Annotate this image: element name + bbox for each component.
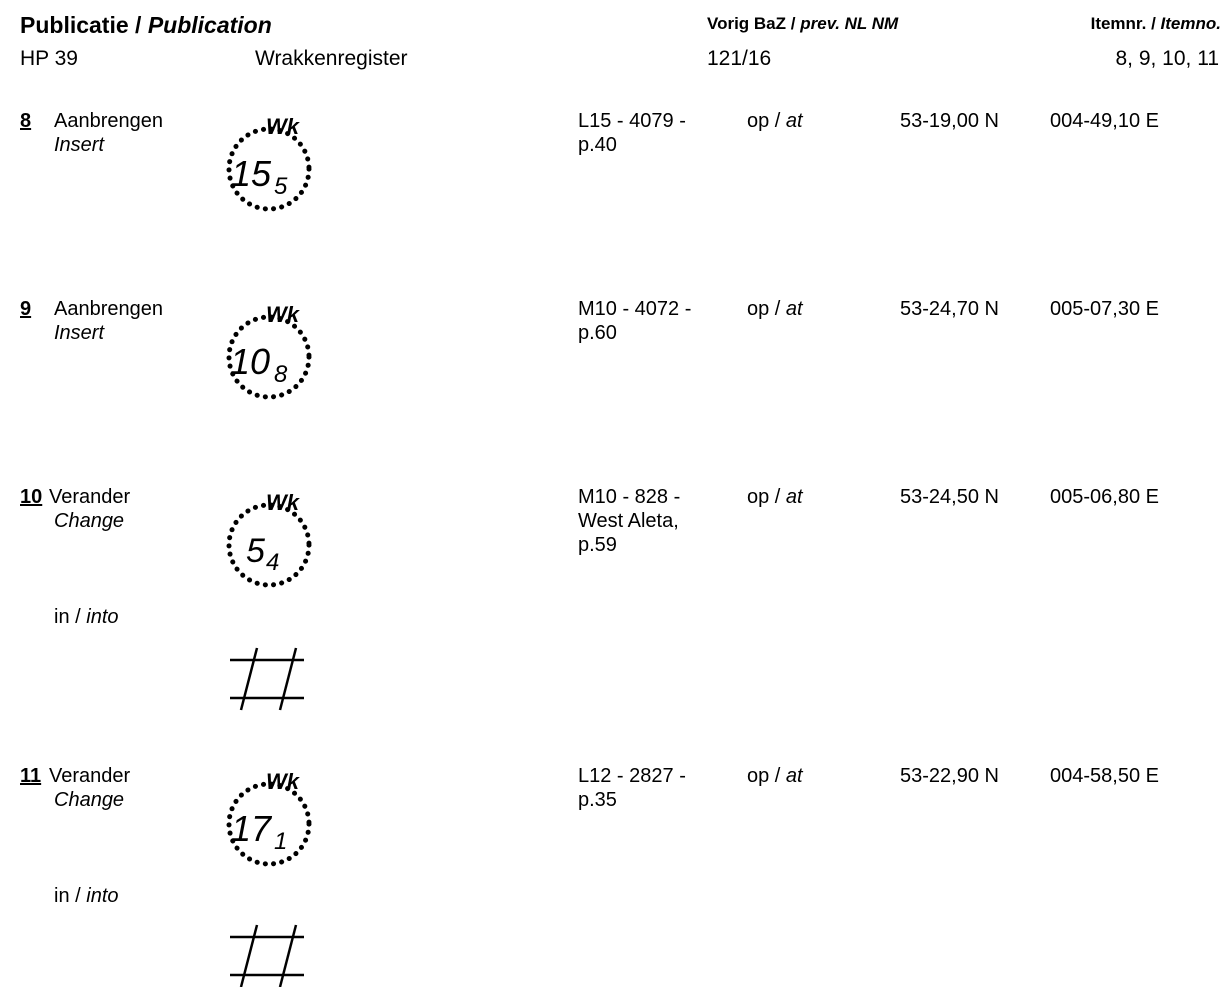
item-action: Verander xyxy=(49,486,131,508)
chart-ref-line1: M10 - 4072 - xyxy=(578,298,692,320)
depth-main: 17 xyxy=(231,808,273,849)
latitude: 53-24,50 N xyxy=(900,486,999,508)
item-number: 9 xyxy=(20,298,32,320)
item-number: 11 xyxy=(20,765,42,787)
into-label: in / into xyxy=(54,884,119,908)
wreck-depth-symbol-icon: Wk 10 8 xyxy=(226,296,326,406)
at-label: op / at xyxy=(747,764,803,788)
depth-main: 5 xyxy=(246,532,265,570)
longitude: 004-49,10 E xyxy=(1050,110,1159,132)
depth-sub: 1 xyxy=(274,828,287,855)
header-prev-label: Vorig BaZ / prev. NL NM xyxy=(707,14,898,34)
longitude: 005-06,80 E xyxy=(1050,486,1159,508)
itemnr-value: 8, 9, 10, 11 xyxy=(1115,47,1219,70)
publication-name: Wrakkenregister xyxy=(255,47,408,70)
itemnr-label-en: Itemno. xyxy=(1160,14,1221,33)
item-number: 8 xyxy=(20,110,32,132)
longitude: 005-07,30 E xyxy=(1050,298,1159,320)
at-en: at xyxy=(785,298,803,320)
into-label: in / into xyxy=(54,605,119,629)
chart-ref-line1: L12 - 2827 - xyxy=(578,765,686,787)
wreck-depth-symbol-icon: Wk 5 4 xyxy=(226,484,326,594)
depth-sub: 8 xyxy=(274,361,288,388)
slash: / xyxy=(135,12,142,38)
at-nl: op / xyxy=(747,765,781,787)
item-action: Aanbrengen xyxy=(54,110,163,132)
item-action-en: Insert xyxy=(54,134,105,156)
latitude: 53-19,00 N xyxy=(900,110,999,132)
publication-label-nl: Publicatie xyxy=(20,12,129,38)
chart-ref-line1: L15 - 4079 - xyxy=(578,110,686,132)
wreck-depth-symbol-icon: Wk 15 5 xyxy=(226,108,326,218)
chart-ref-line2: p.40 xyxy=(578,134,617,156)
chart-ref-line2: West Aleta, xyxy=(578,510,679,532)
item-number: 10 xyxy=(20,486,43,508)
into-nl: in / xyxy=(54,606,81,628)
into-en: into xyxy=(86,606,119,628)
depth-sub: 4 xyxy=(266,549,279,576)
at-label: op / at xyxy=(747,485,803,509)
wreck-label: Wk xyxy=(266,114,301,139)
wreck-label: Wk xyxy=(266,769,301,794)
item-action-en: Change xyxy=(54,789,125,811)
header-itemnr-label: Itemnr. / Itemno. xyxy=(1091,14,1221,34)
itemnr-label-nl: Itemnr. xyxy=(1090,14,1147,33)
depth-main: 10 xyxy=(230,341,270,382)
prev-label-nl: Vorig BaZ xyxy=(707,14,787,33)
at-nl: op / xyxy=(747,486,781,508)
wreck-label: Wk xyxy=(266,302,301,327)
item-action-en: Change xyxy=(54,510,125,532)
item-action: Verander xyxy=(49,765,131,787)
item-action: Aanbrengen xyxy=(54,298,163,320)
wreck-label: Wk xyxy=(266,490,301,515)
at-en: at xyxy=(785,765,803,787)
slash: / xyxy=(1151,14,1156,33)
at-nl: op / xyxy=(747,298,781,320)
foul-ground-hash-icon xyxy=(228,647,308,711)
into-en: into xyxy=(86,885,119,907)
depth-sub: 5 xyxy=(274,173,288,200)
prev-value: 121/16 xyxy=(707,47,772,70)
at-nl: op / xyxy=(747,110,781,132)
into-nl: in / xyxy=(54,885,81,907)
item-action-en: Insert xyxy=(54,322,105,344)
at-en: at xyxy=(785,486,803,508)
longitude: 004-58,50 E xyxy=(1050,765,1159,787)
header-publication-label: Publicatie / Publication xyxy=(20,12,272,39)
latitude: 53-24,70 N xyxy=(900,298,999,320)
chart-ref-line2: p.60 xyxy=(578,322,617,344)
slash: / xyxy=(790,14,796,33)
prev-label-en: prev. NL NM xyxy=(800,14,899,33)
publication-label-en: Publication xyxy=(147,12,272,38)
at-label: op / at xyxy=(747,109,803,133)
at-label: op / at xyxy=(747,297,803,321)
at-en: at xyxy=(785,110,803,132)
publication-code: HP 39 xyxy=(20,47,78,70)
chart-ref-line2: p.35 xyxy=(578,789,617,811)
depth-main: 15 xyxy=(231,153,272,194)
foul-ground-hash-icon xyxy=(228,924,308,987)
chart-ref-line1: M10 - 828 - xyxy=(578,486,681,508)
latitude: 53-22,90 N xyxy=(900,765,999,787)
chart-ref-line3: p.59 xyxy=(578,534,617,556)
wreck-depth-symbol-icon: Wk 17 1 xyxy=(226,763,326,873)
